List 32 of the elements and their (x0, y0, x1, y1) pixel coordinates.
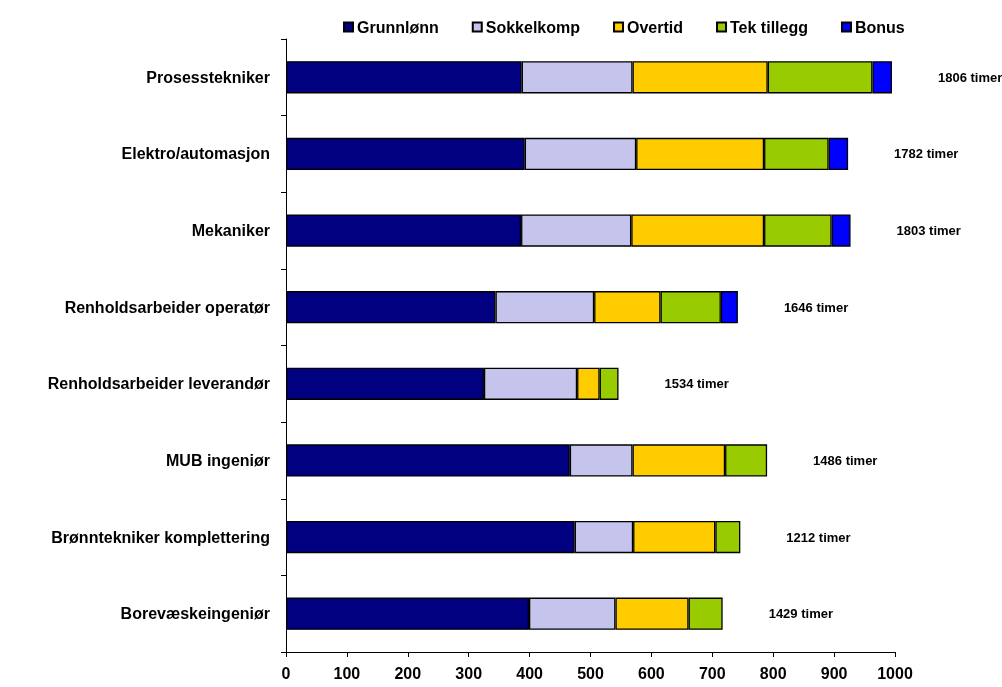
annotation: 1782 timer (894, 146, 959, 162)
annotation: 1646 timer (783, 299, 849, 315)
legend-label: Sokkelkomp (485, 18, 581, 36)
text: 1806 timer (937, 69, 1002, 85)
x-tick-label: 700 (698, 664, 726, 682)
legend-label: Overtid (627, 18, 684, 36)
x-tick-label: 800 (759, 664, 787, 682)
legend-label: Bonus (854, 18, 905, 36)
y-tick-label: Renholdsarbeider leverandør (47, 375, 270, 393)
y-tick-label: Brønntekniker komplettering (51, 528, 270, 546)
y-tick-label: Mekaniker (191, 222, 270, 240)
annotation: 1486 timer (813, 452, 878, 468)
annotation: 1212 timer (786, 529, 851, 545)
legend-label: Grunnlønn (357, 18, 439, 36)
y-tick-label: Borevæskeingeniør (120, 605, 270, 623)
x-tick-label: 0 (281, 664, 291, 682)
y-tick-label: MUB ingeniør (166, 451, 270, 469)
annotation: 1429 timer (768, 606, 833, 622)
x-tick-label: 1000 (877, 664, 913, 682)
annotation: 1534 timer (664, 376, 729, 392)
x-tick-label: 900 (820, 664, 848, 682)
y-tick-label: Elektro/automasjon (121, 145, 270, 163)
y-tick-label: Prosesstekniker (146, 68, 270, 86)
x-tick-label: 400 (516, 664, 544, 682)
y-tick-label: Renholdsarbeider operatør (64, 298, 270, 316)
x-tick-label: 100 (333, 664, 361, 682)
legend-label: Tek tillegg (730, 18, 808, 36)
x-tick-label: 200 (394, 664, 422, 682)
text: 1803 timer (896, 223, 961, 239)
x-tick-label: 300 (455, 664, 483, 682)
x-tick-label: 600 (638, 664, 665, 682)
x-tick-label: 500 (577, 664, 604, 682)
